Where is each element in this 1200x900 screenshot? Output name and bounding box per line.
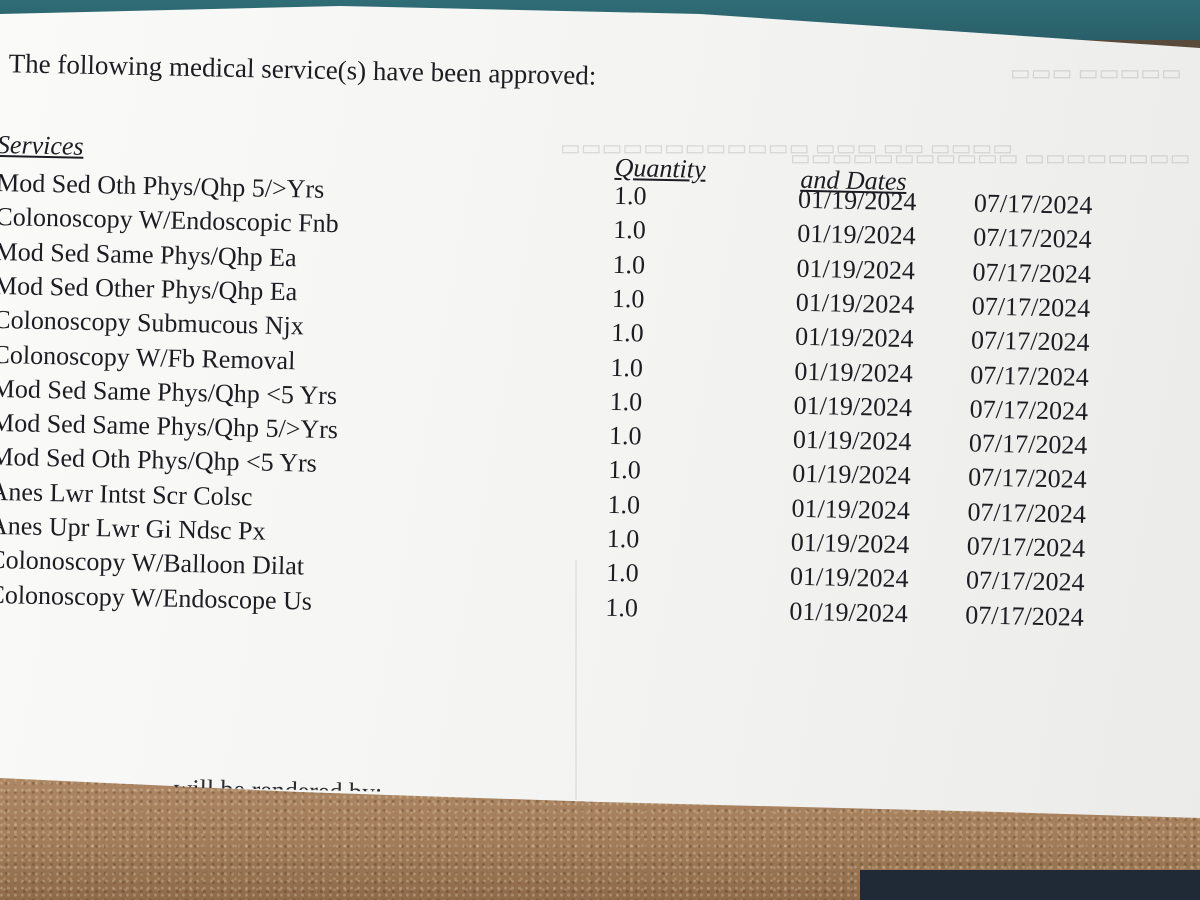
start-date-cell: 01/19/2024 <box>796 219 917 251</box>
start-date-cell: 01/19/2024 <box>789 596 909 628</box>
end-date-cell: 07/17/2024 <box>967 497 1087 529</box>
quantity-cell: 1.0 <box>605 592 639 623</box>
quantity-cell: 1.0 <box>610 352 644 383</box>
end-date-cell: 07/17/2024 <box>969 394 1089 426</box>
start-date-cell: 01/19/2024 <box>791 459 911 491</box>
service-cell: Anes Lwr Intst Scr Colsc <box>0 476 253 512</box>
start-date-cell: 01/19/2024 <box>789 561 909 594</box>
quantity-cell: 1.0 <box>607 489 641 520</box>
start-date-cell: 01/19/2024 <box>795 287 915 320</box>
quantity-cell: 1.0 <box>609 386 643 417</box>
service-cell: Colonoscopy W/Endoscopic Fnb <box>0 202 339 239</box>
end-date-cell: 07/17/2024 <box>973 188 1093 220</box>
quantity-cell: 1.0 <box>613 180 647 211</box>
quantity-cell: 1.0 <box>605 558 639 588</box>
end-date-cell: 07/17/2024 <box>972 222 1092 255</box>
start-date-cell: 01/19/2024 <box>796 253 916 285</box>
quantity-cell: 1.0 <box>612 249 646 280</box>
background-dark-surface <box>860 870 1200 900</box>
header-quantity: Quantity <box>614 152 706 184</box>
service-cell: Colonoscopy W/Endoscope Us <box>0 579 313 616</box>
end-date-cell: 07/17/2024 <box>970 359 1090 392</box>
quantity-cell: 1.0 <box>611 283 645 314</box>
end-date-cell: 07/17/2024 <box>968 428 1088 460</box>
service-cell: Mod Sed Same Phys/Qhp Ea <box>0 236 297 272</box>
paper-fold-line <box>575 560 577 800</box>
start-date-cell: 01/19/2024 <box>794 321 914 354</box>
end-date-cell: 07/17/2024 <box>966 531 1086 563</box>
end-date-cell: 07/17/2024 <box>972 257 1092 289</box>
start-date-cell: 01/19/2024 <box>797 184 917 217</box>
quantity-cell: 1.0 <box>613 215 647 245</box>
service-cell: Mod Sed Other Phys/Qhp Ea <box>0 270 298 307</box>
service-cell: Mod Sed Same Phys/Qhp 5/>Yrs <box>0 408 339 445</box>
start-date-cell: 01/19/2024 <box>792 424 912 457</box>
service-cell: Mod Sed Oth Phys/Qhp <5 Yrs <box>0 442 318 479</box>
service-cell: Colonoscopy W/Balloon Dilat <box>0 545 305 581</box>
quantity-cell: 1.0 <box>607 455 642 485</box>
service-cell: Colonoscopy W/Fb Removal <box>0 339 296 375</box>
quantity-cell: 1.0 <box>610 318 644 348</box>
start-date-cell: 01/19/2024 <box>791 493 911 525</box>
service-cell: Mod Sed Oth Phys/Qhp 5/>Yrs <box>0 167 325 204</box>
end-date-cell: 07/17/2024 <box>971 291 1091 323</box>
end-date-cell: 07/17/2024 <box>965 599 1085 632</box>
intro-text: The following medical service(s) have be… <box>8 48 597 91</box>
end-date-cell: 07/17/2024 <box>970 325 1090 358</box>
service-cell: Anes Upr Lwr Gi Ndsc Px <box>0 510 266 546</box>
quantity-cell: 1.0 <box>608 420 642 451</box>
header-services: Services <box>0 129 84 161</box>
service-cell: Colonoscopy Submucous Njx <box>0 305 305 341</box>
quantity-cell: 1.0 <box>606 523 640 554</box>
start-date-cell: 01/19/2024 <box>790 527 910 560</box>
service-cell: Mod Sed Same Phys/Qhp <5 Yrs <box>0 373 338 410</box>
end-date-cell: 07/17/2024 <box>967 462 1087 495</box>
start-date-cell: 01/19/2024 <box>794 356 914 388</box>
footer-text-fragment: will be rendered by: <box>173 773 383 808</box>
end-date-cell: 07/17/2024 <box>965 565 1085 598</box>
start-date-cell: 01/19/2024 <box>793 390 913 422</box>
